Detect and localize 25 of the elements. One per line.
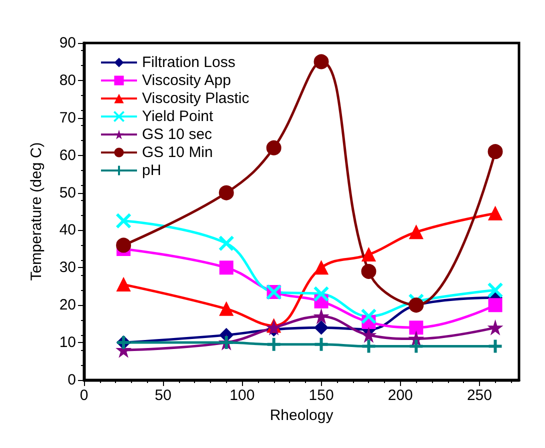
x-tick-label: 0 <box>80 387 88 404</box>
y-tick-label: 30 <box>59 259 76 276</box>
legend-label: pH <box>142 162 162 179</box>
y-tick-label: 90 <box>59 34 76 52</box>
x-tick-label: 100 <box>230 387 255 404</box>
x-tick-label: 200 <box>388 387 413 404</box>
y-tick-label: 60 <box>59 146 76 164</box>
y-axis-title: Temperature (deg C) <box>28 142 45 281</box>
y-tick-label: 0 <box>68 372 76 388</box>
y-tick-label: 10 <box>59 334 76 352</box>
y-tick-label: 70 <box>59 109 76 126</box>
legend-label: Yield Point <box>142 108 214 125</box>
legend-label: Viscosity Plastic <box>142 90 250 107</box>
legend-label: GS 10 Min <box>142 144 213 161</box>
x-tick-label: 50 <box>154 387 172 404</box>
y-tick-label: 50 <box>59 184 76 202</box>
x-axis-title: Rheology <box>270 406 334 424</box>
y-tick-label: 40 <box>59 222 76 239</box>
y-tick-label: 80 <box>59 72 76 89</box>
legend-label: GS 10 sec <box>142 126 213 143</box>
y-tick-label: 20 <box>59 296 76 314</box>
x-tick-label: 250 <box>466 387 492 404</box>
x-tick-label: 150 <box>308 387 334 404</box>
legend-label: Viscosity App <box>142 72 231 89</box>
legend-label: Filtration Loss <box>142 54 236 71</box>
